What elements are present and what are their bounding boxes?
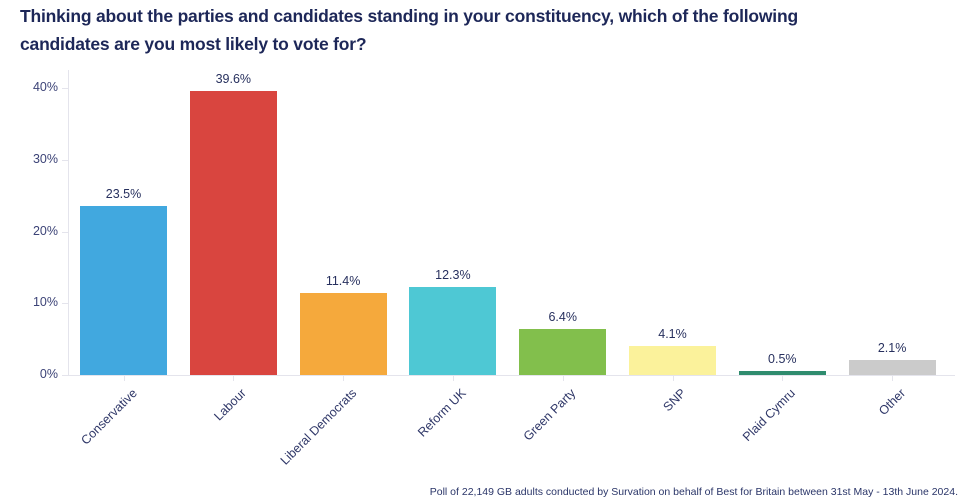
x-axis-line <box>68 375 955 376</box>
x-tick-labour <box>233 376 235 381</box>
bar-liberal-democrats <box>299 293 387 375</box>
bar-other <box>848 359 936 375</box>
y-tick <box>62 88 68 89</box>
y-tick <box>62 303 68 305</box>
page-title-line-1: Thinking about the parties and candidate… <box>20 6 798 26</box>
x-tick-plaid-cymru <box>782 376 784 381</box>
y-tick <box>62 159 68 161</box>
bar-plaid-cymru <box>738 371 826 375</box>
y-tick-label: 30% <box>32 151 58 166</box>
bar-value-label-green-party: 6.4% <box>548 310 577 325</box>
y-tick <box>62 375 68 376</box>
x-tick-reform-uk <box>452 376 454 381</box>
y-tick-label: 10% <box>32 295 58 310</box>
bar-value-label-other: 2.1% <box>877 340 907 355</box>
x-tick-label-snp: SNP <box>660 386 689 415</box>
y-tick-label: 0% <box>39 367 58 381</box>
x-tick-label-labour: Labour <box>211 386 250 424</box>
bar-conservative <box>80 206 167 375</box>
y-axis-line <box>68 70 69 376</box>
bar-snp <box>629 345 716 375</box>
x-tick-label-liberal-democrats: Liberal Democrats <box>277 386 360 468</box>
x-tick-liberal-democrats <box>343 376 345 381</box>
x-tick-snp <box>672 376 674 381</box>
x-tick-other <box>892 376 894 381</box>
x-tick-label-conservative: Conservative <box>77 386 140 448</box>
bar-value-label-reform-uk: 12.3% <box>435 267 471 282</box>
y-tick-label: 20% <box>32 223 58 238</box>
bar-green-party <box>519 329 607 375</box>
poll-source-note: Poll of 22,149 GB adults conducted by Su… <box>429 486 958 498</box>
bar-value-label-plaid-cymru: 0.5% <box>768 352 797 367</box>
x-tick-label-other: Other <box>876 386 909 419</box>
page-title-line-2: candidates are you most likely to vote f… <box>20 34 367 54</box>
x-tick-label-plaid-cymru: Plaid Cymru <box>740 386 799 445</box>
bar-reform-uk <box>409 286 497 375</box>
bar-labour <box>189 90 277 375</box>
bar-value-label-conservative: 23.5% <box>105 187 142 202</box>
bar-value-label-labour: 39.6% <box>215 71 252 86</box>
x-tick-conservative <box>123 376 125 381</box>
x-tick-label-green-party: Green Party <box>521 386 579 444</box>
y-tick-label: 40% <box>32 80 58 94</box>
bar-value-label-liberal-democrats: 11.4% <box>325 274 361 289</box>
x-tick-green-party <box>562 376 564 381</box>
x-tick-label-reform-uk: Reform UK <box>415 386 469 440</box>
y-tick <box>62 231 68 233</box>
bar-value-label-snp: 4.1% <box>658 326 687 341</box>
page-title: Thinking about the parties and candidate… <box>20 2 970 58</box>
